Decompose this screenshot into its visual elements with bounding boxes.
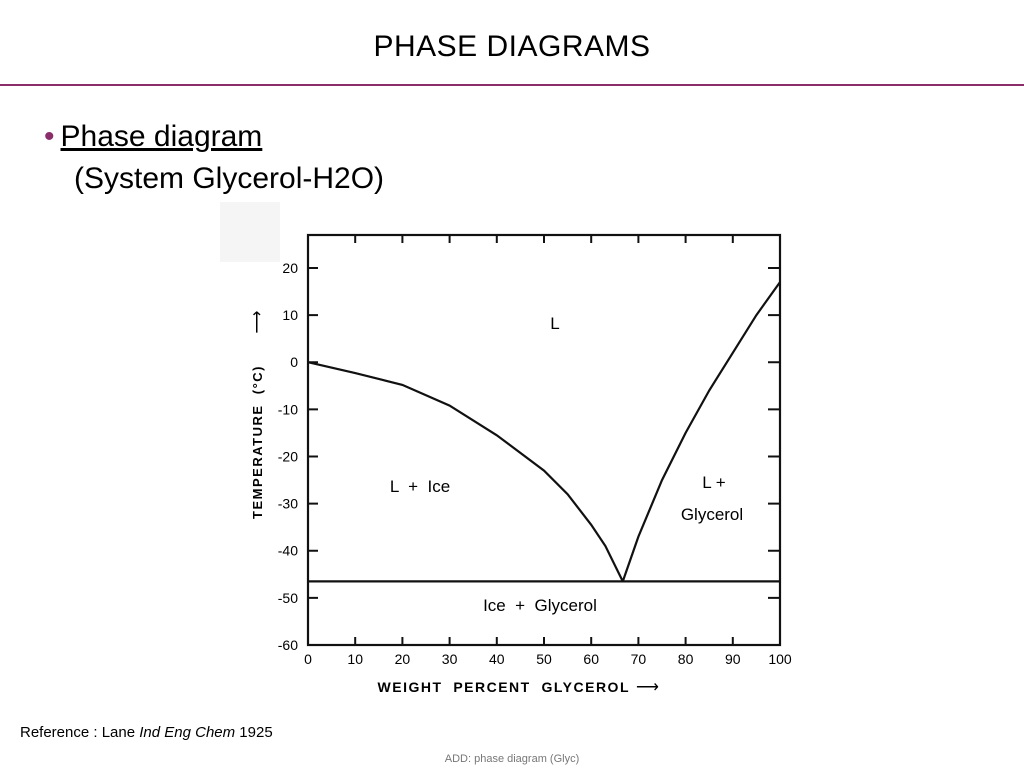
x-tick-label: 70	[631, 651, 647, 667]
y-tick-label: -30	[278, 496, 298, 512]
reference-citation: Reference : Lane Ind Eng Chem 1925	[20, 724, 273, 741]
ice-liquidus-curve	[307, 361, 624, 582]
y-axis-arrow: ⟶	[249, 310, 266, 333]
x-tick-label: 0	[304, 651, 312, 667]
y-tick-label: -20	[278, 448, 298, 464]
region-label-liquid-glycerol-1: L +	[702, 473, 726, 492]
region-label-liquid-glycerol-2: Glycerol	[681, 505, 743, 524]
bullet-item: • Phase diagram	[44, 120, 262, 154]
title-divider	[0, 84, 1024, 86]
y-axis-title-group: TEMPERATURE (°C)	[250, 365, 265, 519]
phase-diagram-figure: 0 10 20 30 40 50 60 70 80 90 100 20 10 0 -10 -20 -30 -40…	[220, 202, 800, 712]
y-axis-ticks: 20 10 0 -10 -20 -30 -40 -50 -60	[278, 260, 780, 653]
x-tick-label: 100	[768, 651, 792, 667]
x-tick-label: 30	[442, 651, 458, 667]
x-tick-label: 50	[536, 651, 552, 667]
x-tick-label: 40	[489, 651, 505, 667]
x-tick-label: 10	[347, 651, 363, 667]
y-tick-label: 20	[282, 260, 298, 276]
phase-diagram-svg: 0 10 20 30 40 50 60 70 80 90 100 20100-10-20-30-40…	[220, 202, 800, 712]
y-tick-label: -60	[278, 637, 298, 653]
reference-prefix: Reference : Lane	[20, 724, 140, 741]
x-tick-label: 80	[678, 651, 694, 667]
y-tick-label: 10	[282, 307, 298, 323]
x-tick-label: 90	[725, 651, 741, 667]
footer-note: ADD: phase diagram (Glyc)	[444, 753, 580, 765]
slide-title: PHASE DIAGRAMS	[373, 30, 651, 63]
x-axis-ticks: 0 10 20 30 40 50 60 70 80 90 100	[304, 235, 792, 667]
bullet-subheading: (System Glycerol-H2O)	[74, 162, 385, 195]
region-label-solid: Ice + Glycerol	[483, 596, 597, 615]
x-axis-label: WEIGHT PERCENT GLYCEROL	[378, 679, 630, 695]
y-tick-label: 0	[290, 354, 298, 370]
reference-journal: Ind Eng Chem	[139, 724, 236, 741]
region-label-liquid-ice: L + Ice	[390, 477, 450, 496]
scan-smudge	[220, 202, 280, 262]
reference-year: 1925	[235, 724, 273, 741]
x-tick-label: 20	[395, 651, 411, 667]
bullet-marker: •	[44, 120, 55, 153]
bullet-heading: Phase diagram	[60, 120, 263, 153]
y-tick-label: -40	[278, 543, 298, 559]
y-tick-label: -10	[278, 401, 298, 417]
y-axis-arrow-group: ⟶	[249, 310, 266, 333]
glycerol-liquidus-curve	[621, 281, 781, 582]
y-axis-label: TEMPERATURE (°C)	[250, 365, 265, 519]
y-tick-label: -50	[278, 590, 298, 606]
x-axis-arrow: ⟶	[636, 679, 659, 696]
region-label-liquid: L	[550, 314, 559, 333]
x-tick-label: 60	[583, 651, 599, 667]
